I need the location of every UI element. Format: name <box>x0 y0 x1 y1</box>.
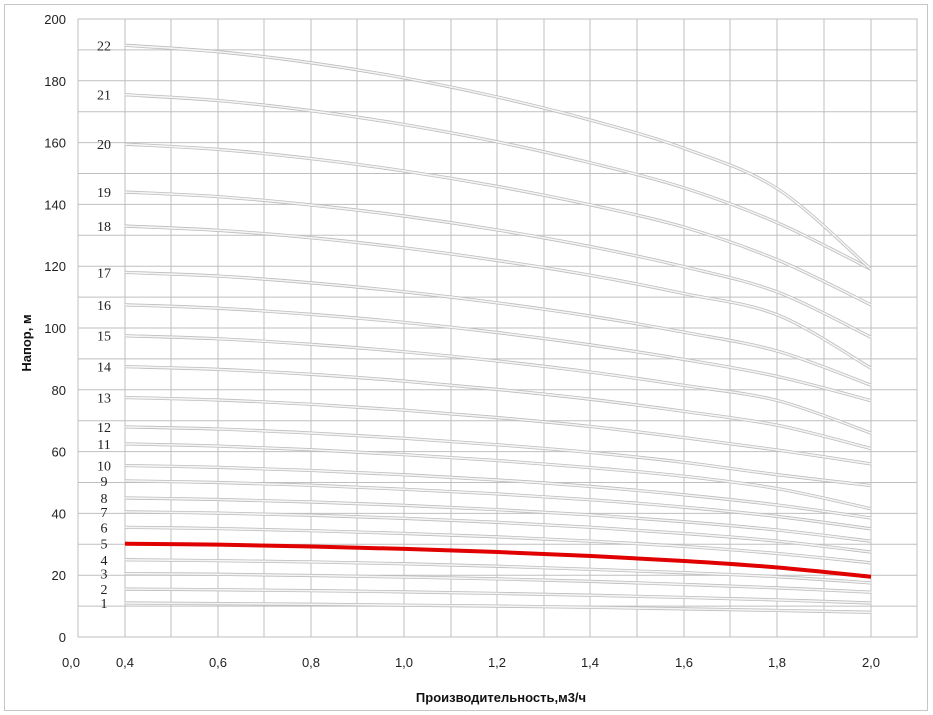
series-label-8: 8 <box>101 492 108 507</box>
series-label-17: 17 <box>97 266 111 281</box>
series-label-11: 11 <box>97 438 110 453</box>
x-tick-label: 0,0 <box>62 655 80 670</box>
series-line-3 <box>124 572 872 593</box>
chart-frame <box>4 4 928 711</box>
x-tick-label: 1,0 <box>395 655 413 670</box>
series-line-outline-21 <box>124 93 872 271</box>
series-label-9: 9 <box>101 475 108 490</box>
x-tick-label: 1,6 <box>675 655 693 670</box>
series-line-10 <box>124 464 872 519</box>
y-tick-label: 20 <box>52 568 66 583</box>
y-tick-label: 180 <box>44 74 66 89</box>
series-label-13: 13 <box>97 392 111 407</box>
series-line-19 <box>124 191 872 338</box>
y-tick-label: 160 <box>44 136 66 151</box>
y-tick-label: 140 <box>44 197 66 212</box>
series-line-15 <box>124 334 872 434</box>
series-line-11 <box>124 443 872 510</box>
series-line-outline-20 <box>124 142 872 307</box>
series-line-18 <box>124 225 872 369</box>
series-label-6: 6 <box>101 521 108 536</box>
series-line-outline-16 <box>124 303 872 403</box>
series-line-8 <box>124 497 872 543</box>
y-tick-label: 40 <box>52 506 66 521</box>
series-line-21 <box>124 93 872 271</box>
series-label-18: 18 <box>97 220 111 235</box>
y-tick-label: 100 <box>44 321 66 336</box>
grid-layer <box>77 18 918 638</box>
y-tick-label: 0 <box>59 630 66 645</box>
y-tick-label: 120 <box>44 259 66 274</box>
series-line-20 <box>124 143 872 306</box>
series-line-12 <box>124 426 872 487</box>
series-line-2 <box>124 588 872 604</box>
series-label-16: 16 <box>97 299 111 314</box>
series-line-13 <box>124 396 872 465</box>
y-tick-label: 80 <box>52 383 66 398</box>
series-line-7 <box>124 511 872 553</box>
tick-layer: 0,0 0,4 0,6 0,8 1,0 1,2 1,4 1,6 1,8 2,0 0 20 40 60 80 1… <box>44 12 880 670</box>
x-tick-label: 0,8 <box>302 655 320 670</box>
series-line-9 <box>124 480 872 530</box>
series-label-20: 20 <box>97 138 111 153</box>
series-line-outline-8 <box>124 496 872 543</box>
series-label-15: 15 <box>97 330 111 345</box>
x-tick-label: 1,2 <box>488 655 506 670</box>
series-line-outline-14 <box>124 365 872 451</box>
x-axis-title: Производительность,м3/ч <box>416 690 586 705</box>
series-label-10: 10 <box>97 460 111 475</box>
series-label-19: 19 <box>97 186 111 201</box>
series-label-4: 4 <box>101 554 108 569</box>
series-label-7: 7 <box>101 506 108 521</box>
series-line-22 <box>124 44 872 270</box>
series-line-17 <box>124 271 872 386</box>
series-line-1 <box>124 602 872 614</box>
series-line-4 <box>124 558 872 584</box>
x-tick-label: 1,4 <box>581 655 599 670</box>
series-line-outline-12 <box>124 425 872 488</box>
series-line-5 <box>124 541 872 579</box>
x-tick-label: 0,4 <box>116 655 134 670</box>
series-line-16 <box>124 304 872 402</box>
x-tick-label: 1,8 <box>768 655 786 670</box>
series-label-5: 5 <box>101 538 108 553</box>
series-label-2: 2 <box>101 583 108 598</box>
series-label-14: 14 <box>97 361 111 376</box>
series-line-outline-2 <box>124 587 872 605</box>
series-label-3: 3 <box>101 568 108 583</box>
x-tick-label: 0,6 <box>209 655 227 670</box>
x-tick-label: 2,0 <box>862 655 880 670</box>
y-axis-title: Напор, м <box>19 314 34 371</box>
series-line-14 <box>124 365 872 450</box>
y-tick-label: 60 <box>52 445 66 460</box>
y-tick-label: 200 <box>44 12 66 27</box>
series-layer <box>124 43 873 614</box>
series-label-22: 22 <box>97 39 111 54</box>
series-line-6 <box>124 526 872 564</box>
series-label-1: 1 <box>101 597 108 612</box>
series-line-outline-17 <box>124 270 872 387</box>
series-label-12: 12 <box>97 421 111 436</box>
series-label-21: 21 <box>97 89 111 104</box>
